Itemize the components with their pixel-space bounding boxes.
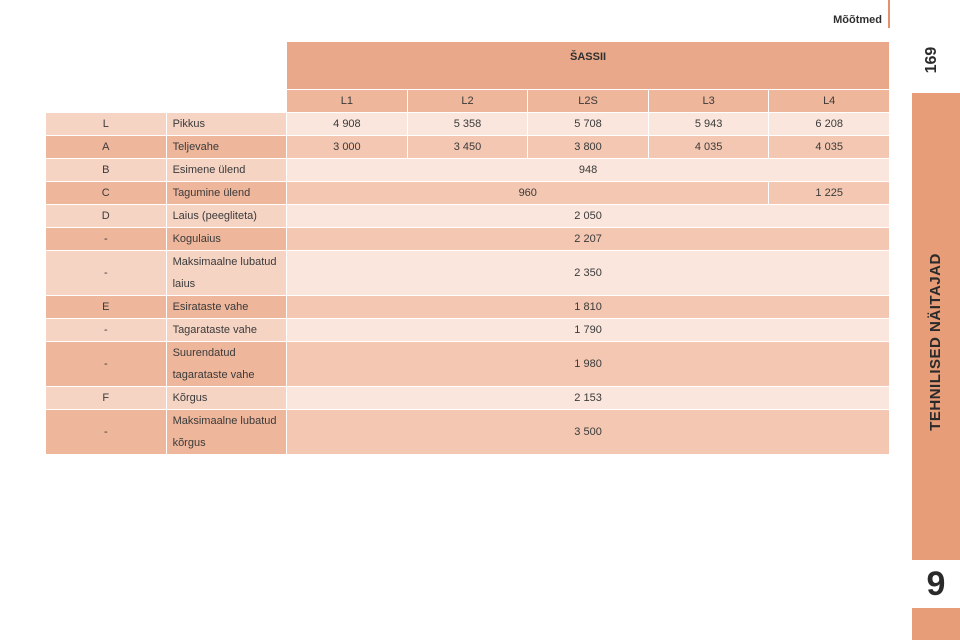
column-header: L2S (527, 89, 649, 113)
row-label: Teljevahe (165, 135, 288, 159)
value-cell: 5 358 (406, 112, 529, 136)
column-header: L4 (768, 89, 890, 113)
row-label: Laius (peegliteta) (165, 204, 288, 228)
row-label: Maksimaalne lubatud laius (165, 250, 288, 296)
value-cell: 3 000 (286, 135, 408, 159)
row-key: F (45, 386, 167, 410)
value-cell: 1 790 (286, 318, 890, 342)
value-cell: 948 (286, 158, 890, 182)
row-key: - (45, 341, 167, 387)
section-title: Mõõtmed (833, 14, 882, 26)
value-cell: 4 035 (647, 135, 770, 159)
header-divider (888, 0, 890, 28)
table-corner-key (45, 89, 167, 113)
row-key: D (45, 204, 167, 228)
table-row: A Teljevahe 3 000 3 450 3 800 4 035 4 035 (45, 135, 890, 159)
chapter-number: 9 (926, 565, 946, 603)
table-row: - Maksimaalne lubatud laius 2 350 (45, 250, 890, 296)
value-cell: 2 207 (286, 227, 890, 251)
table-row: C Tagumine ülend 960 1 225 (45, 181, 890, 205)
column-header: L1 (286, 89, 408, 113)
table-corner-label (165, 89, 288, 113)
table-group-header-row: ŠASSII (44, 41, 890, 90)
chapter-number-box: 9 (912, 560, 960, 608)
row-label: Esimene ülend (165, 158, 288, 182)
chapter-side-tab: TEHNILISED NÄITAJAD (912, 93, 960, 640)
value-cell: 4 908 (286, 112, 408, 136)
table-row: F Kõrgus 2 153 (45, 386, 890, 410)
row-key: - (45, 227, 167, 251)
row-label: Pikkus (165, 112, 288, 136)
table-row: - Kogulaius 2 207 (45, 227, 890, 251)
page-number: 169 (923, 46, 940, 74)
value-cell: 2 050 (286, 204, 890, 228)
value-cell: 1 980 (286, 341, 890, 387)
value-cell: 4 035 (768, 135, 890, 159)
row-label: Tagarataste vahe (165, 318, 288, 342)
dimensions-table-container: ŠASSII L1 L2 L2S L3 L4 L Pikkus 4 908 5 358… (44, 41, 890, 455)
row-label: Maksimaalne lubatud kõrgus (165, 409, 288, 455)
row-key: - (45, 318, 167, 342)
dimensions-table: ŠASSII L1 L2 L2S L3 L4 L Pikkus 4 908 5 358… (44, 41, 890, 455)
value-cell: 3 800 (527, 135, 649, 159)
column-header: L3 (647, 89, 770, 113)
row-key: C (45, 181, 167, 205)
table-row: - Suurendatud tagarataste vahe 1 980 (45, 341, 890, 387)
value-cell: 3 450 (406, 135, 529, 159)
chassis-group-header: ŠASSII (286, 41, 890, 90)
value-cell: 3 500 (286, 409, 890, 455)
value-cell: 2 350 (286, 250, 890, 296)
table-corner (44, 41, 288, 90)
row-key: - (45, 409, 167, 455)
column-header: L2 (406, 89, 529, 113)
row-key: L (45, 112, 167, 136)
row-key: A (45, 135, 167, 159)
value-cell: 1 810 (286, 295, 890, 319)
value-cell: 960 (286, 181, 770, 205)
table-row: - Tagarataste vahe 1 790 (45, 318, 890, 342)
row-label: Kogulaius (165, 227, 288, 251)
row-label: Suurendatud tagarataste vahe (165, 341, 288, 387)
row-label: Kõrgus (165, 386, 288, 410)
row-key: E (45, 295, 167, 319)
value-cell: 5 708 (527, 112, 649, 136)
table-row: - Maksimaalne lubatud kõrgus 3 500 (45, 409, 890, 455)
value-cell: 1 225 (768, 181, 890, 205)
table-column-header-row: L1 L2 L2S L3 L4 (45, 89, 890, 113)
value-cell: 2 153 (286, 386, 890, 410)
table-row: B Esimene ülend 948 (45, 158, 890, 182)
chapter-title: TEHNILISED NÄITAJAD (927, 253, 944, 431)
row-key: - (45, 250, 167, 296)
value-cell: 5 943 (647, 112, 770, 136)
row-label: Esirataste vahe (165, 295, 288, 319)
table-row: D Laius (peegliteta) 2 050 (45, 204, 890, 228)
table-row: E Esirataste vahe 1 810 (45, 295, 890, 319)
row-key: B (45, 158, 167, 182)
value-cell: 6 208 (768, 112, 890, 136)
table-row: L Pikkus 4 908 5 358 5 708 5 943 6 208 (45, 112, 890, 136)
row-label: Tagumine ülend (165, 181, 288, 205)
table-body: L Pikkus 4 908 5 358 5 708 5 943 6 208 A Teljeva… (45, 112, 890, 455)
